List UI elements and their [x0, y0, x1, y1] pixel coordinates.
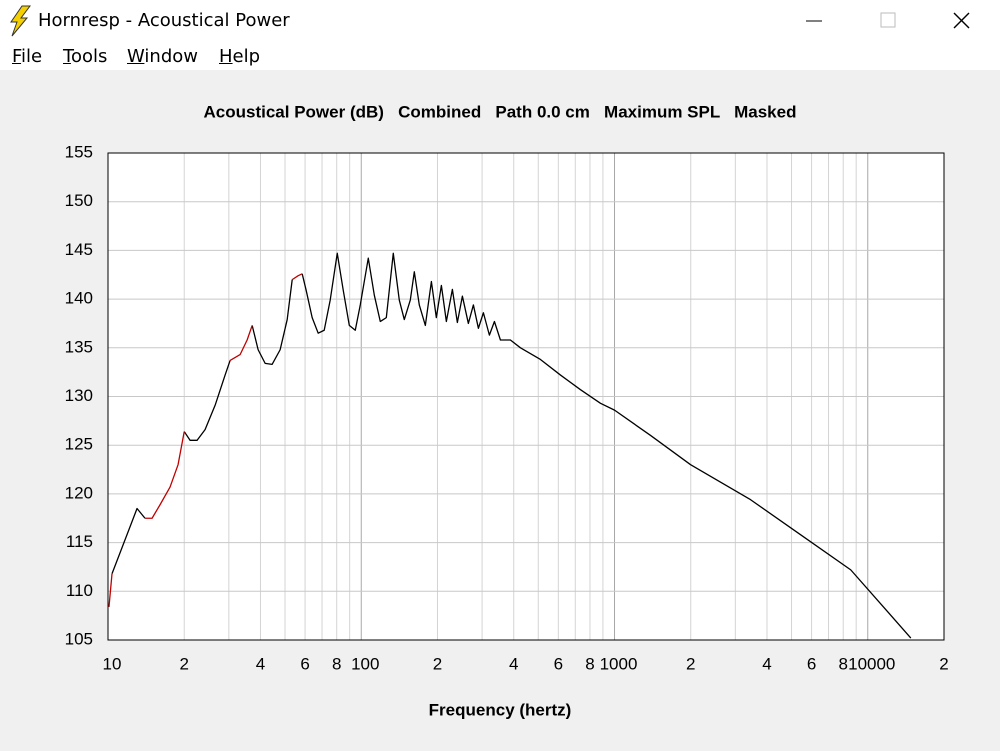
x-tick-label: 4 — [256, 654, 265, 673]
plot-border — [107, 152, 945, 641]
response-curve — [108, 273, 303, 607]
y-tick-label: 115 — [66, 532, 93, 551]
y-tick-label: 135 — [65, 337, 93, 356]
x-tick-label: 4 — [509, 654, 518, 673]
x-tick-label: 1000 — [600, 654, 638, 673]
x-tick-label: 8 — [838, 654, 847, 673]
menu-item[interactable]: Window — [127, 46, 198, 67]
y-tick-label: 150 — [65, 191, 93, 210]
menu-item[interactable]: File — [12, 46, 43, 67]
y-tick-label: 105 — [65, 629, 93, 648]
x-tick-label: 2 — [180, 654, 189, 673]
x-tick-label: 6 — [300, 654, 309, 673]
y-tick-label: 120 — [65, 483, 93, 502]
response-curve — [111, 252, 912, 639]
x-tick-label: 10 — [103, 654, 122, 673]
x-tick-label: 8 — [585, 654, 594, 673]
y-tick-label: 110 — [66, 581, 93, 600]
window-controls[interactable] — [0, 0, 1000, 40]
y-tick-label: 130 — [65, 386, 93, 405]
chart-title: Acoustical Power (dB) Combined Path 0.0 … — [204, 102, 797, 121]
menu-item[interactable]: Tools — [63, 46, 108, 67]
y-tick-label: 140 — [65, 289, 93, 308]
x-tick-label: 100 — [351, 654, 379, 673]
x-tick-label: 10000 — [848, 654, 895, 673]
maximize-button[interactable] — [880, 12, 896, 28]
x-tick-label: 6 — [554, 654, 563, 673]
chart: Acoustical Power (dB) Combined Path 0.0 … — [65, 102, 949, 719]
x-axis-label: Frequency (hertz) — [429, 700, 572, 719]
menu-bar: File Tools Window Help — [0, 40, 1000, 70]
menu-item[interactable]: Help — [219, 46, 261, 67]
y-tick-label: 145 — [65, 240, 93, 259]
title-bar: Hornresp - Acoustical Power — [0, 0, 1000, 40]
x-tick-label: 2 — [433, 654, 442, 673]
x-tick-label: 2 — [686, 654, 695, 673]
x-tick-label: 8 — [332, 654, 341, 673]
y-tick-label: 155 — [65, 142, 93, 161]
x-tick-label: 4 — [762, 654, 771, 673]
x-tick-label: 6 — [807, 654, 816, 673]
close-button[interactable] — [953, 12, 970, 29]
window-title: Hornresp - Acoustical Power — [38, 10, 290, 31]
app-icon — [10, 5, 31, 37]
y-tick-label: 125 — [65, 435, 93, 454]
x-tick-label: 2 — [939, 654, 948, 673]
